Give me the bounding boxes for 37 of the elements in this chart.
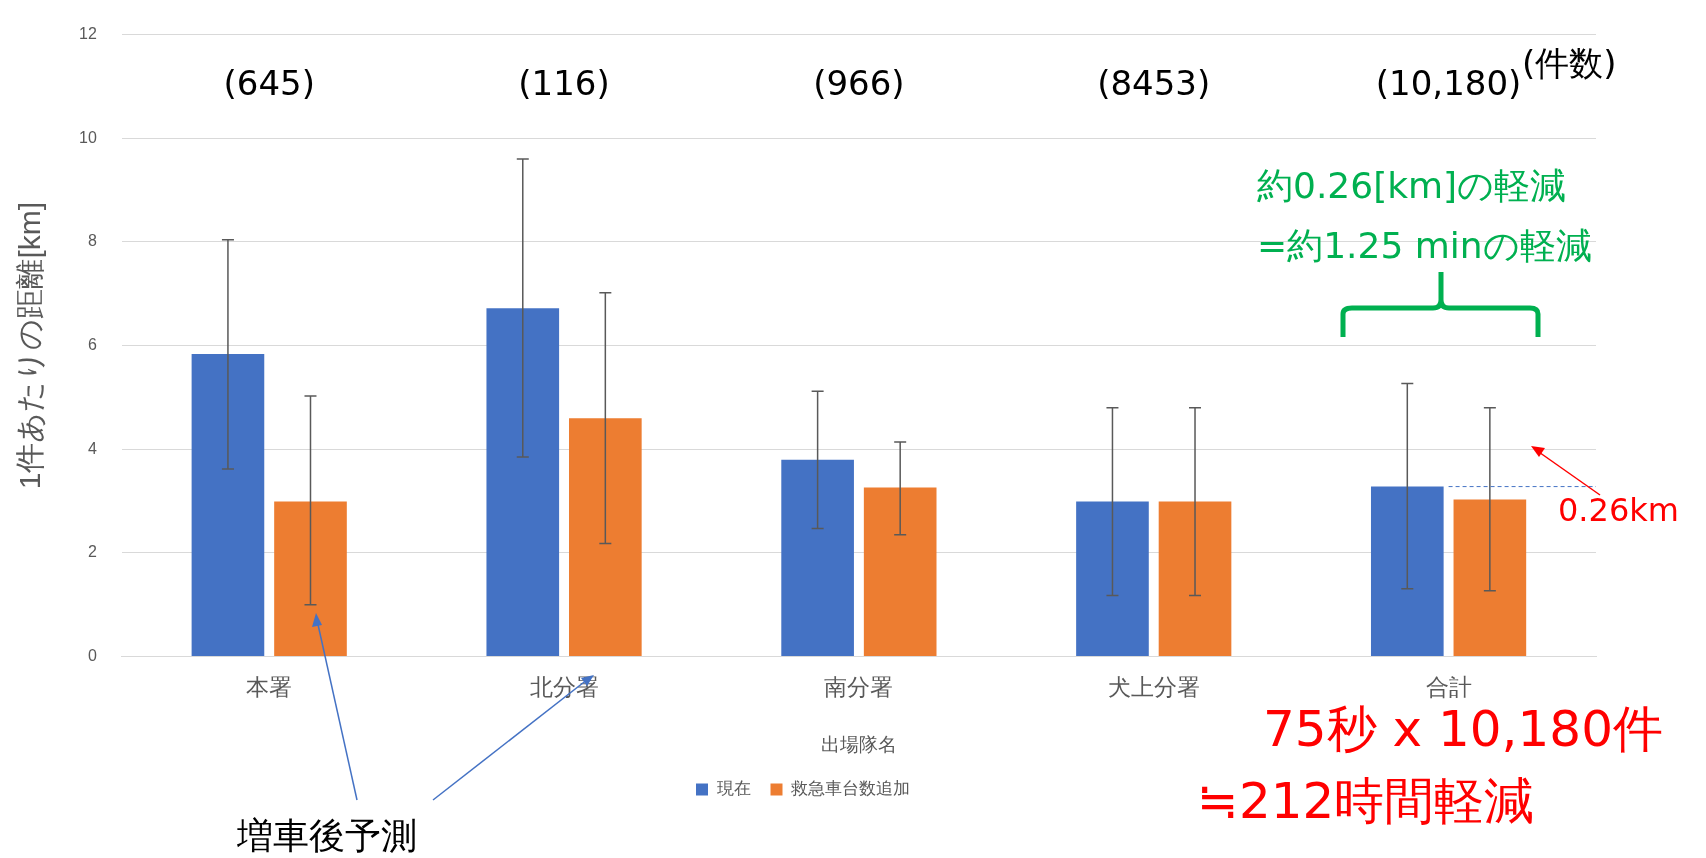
text: ≒212時間軽減 <box>1197 772 1535 830</box>
annotation: 約0.26[km]の軽減 <box>1257 165 1567 206</box>
x-axis-title: 出場隊名 <box>820 733 897 755</box>
x-tick-label: 合計 <box>1425 673 1472 700</box>
x-tick-label: 南分署 <box>824 673 894 700</box>
bar <box>274 501 347 657</box>
bar <box>781 459 854 657</box>
annotation: (10,180) <box>1375 63 1522 104</box>
annotation: (116) <box>518 63 610 104</box>
legend-label: 救急車台数追加 <box>790 779 910 799</box>
y-axis-title: 1件あたりの距離[km] <box>13 201 47 490</box>
annotation: =約1.25 minの軽減 <box>1257 225 1592 266</box>
bar <box>486 308 560 657</box>
x-tick-label: 本署 <box>246 673 293 700</box>
annotation: (645) <box>223 63 315 104</box>
y-tick-label: 2 <box>87 543 97 561</box>
annotation: (8453) <box>1097 63 1211 104</box>
annotation: (966) <box>813 63 905 104</box>
bar <box>1370 486 1444 657</box>
bar <box>863 487 937 657</box>
y-tick-label: 4 <box>87 439 97 457</box>
y-tick-label: 8 <box>87 232 97 250</box>
x-tick-label: 犬上分署 <box>1107 673 1200 700</box>
annotation: 0.26km <box>1558 491 1679 529</box>
text: 増車後予測 <box>237 815 417 856</box>
bar <box>1158 501 1232 657</box>
y-tick-label: 12 <box>79 25 97 43</box>
annotation: (件数) <box>1522 43 1617 83</box>
bar <box>1453 499 1527 657</box>
y-tick-label: 6 <box>87 336 97 354</box>
legend-label: 現在 <box>716 779 751 799</box>
bar <box>191 353 265 657</box>
bar <box>1076 501 1149 657</box>
bar <box>569 418 642 657</box>
y-tick-label: 0 <box>87 647 97 665</box>
y-tick-label: 10 <box>79 128 97 146</box>
text: 75秒 x 10,180件 <box>1263 700 1663 758</box>
